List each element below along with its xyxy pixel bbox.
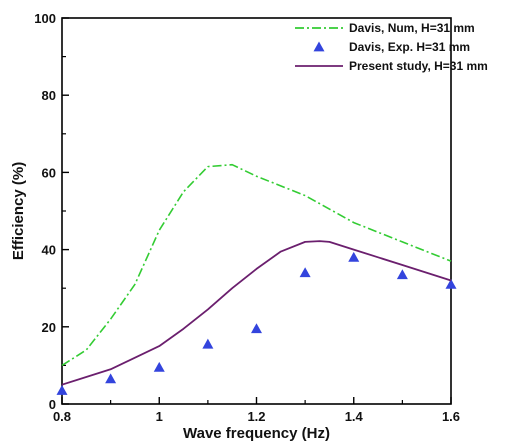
plot-area	[61, 17, 452, 405]
y-tick-label: 60	[42, 165, 56, 180]
data-point-marker	[56, 384, 68, 395]
series-line	[61, 163, 452, 367]
x-axis-title: Wave frequency (Hz)	[183, 425, 330, 442]
x-tick-label: 1.4	[345, 409, 364, 424]
series-layer	[56, 163, 457, 395]
data-point-marker	[396, 269, 408, 280]
legend-entry-label: Davis, Exp. H=31 mm	[349, 40, 470, 54]
series-line	[61, 240, 452, 386]
x-tick-label: 1.6	[442, 409, 460, 424]
legend-entry-label: Present study, H=31 mm	[349, 59, 488, 73]
data-point-marker	[202, 338, 214, 349]
legend-swatch-marker	[313, 41, 325, 52]
series-2	[61, 240, 452, 386]
legend: Davis, Num, H=31 mm Davis, Exp. H=31 mm Pr…	[295, 21, 488, 73]
y-axis-title: Efficiency (%)	[10, 162, 27, 260]
data-point-marker	[105, 373, 117, 384]
data-point-marker	[153, 361, 165, 372]
y-tick-label: 40	[42, 243, 56, 258]
series-0	[61, 163, 452, 367]
data-point-marker	[299, 267, 311, 278]
series-1	[56, 251, 457, 395]
data-point-marker	[348, 251, 360, 262]
axes: 0.8 1 1.2 1.4 1.6 0 20 40 60 80 100	[34, 11, 460, 424]
data-point-marker	[251, 323, 262, 334]
y-tick-label: 100	[34, 11, 56, 26]
y-tick-label: 80	[42, 88, 56, 103]
legend-entry-label: Davis, Num, H=31 mm	[349, 21, 475, 35]
plot-border	[61, 17, 452, 405]
x-tick-label: 0.8	[53, 409, 71, 424]
y-tick-label: 0	[49, 397, 56, 412]
x-tick-label: 1.2	[247, 409, 265, 424]
y-tick-label: 20	[42, 320, 56, 335]
data-point-marker	[445, 278, 457, 289]
x-tick-label: 1	[156, 409, 163, 424]
